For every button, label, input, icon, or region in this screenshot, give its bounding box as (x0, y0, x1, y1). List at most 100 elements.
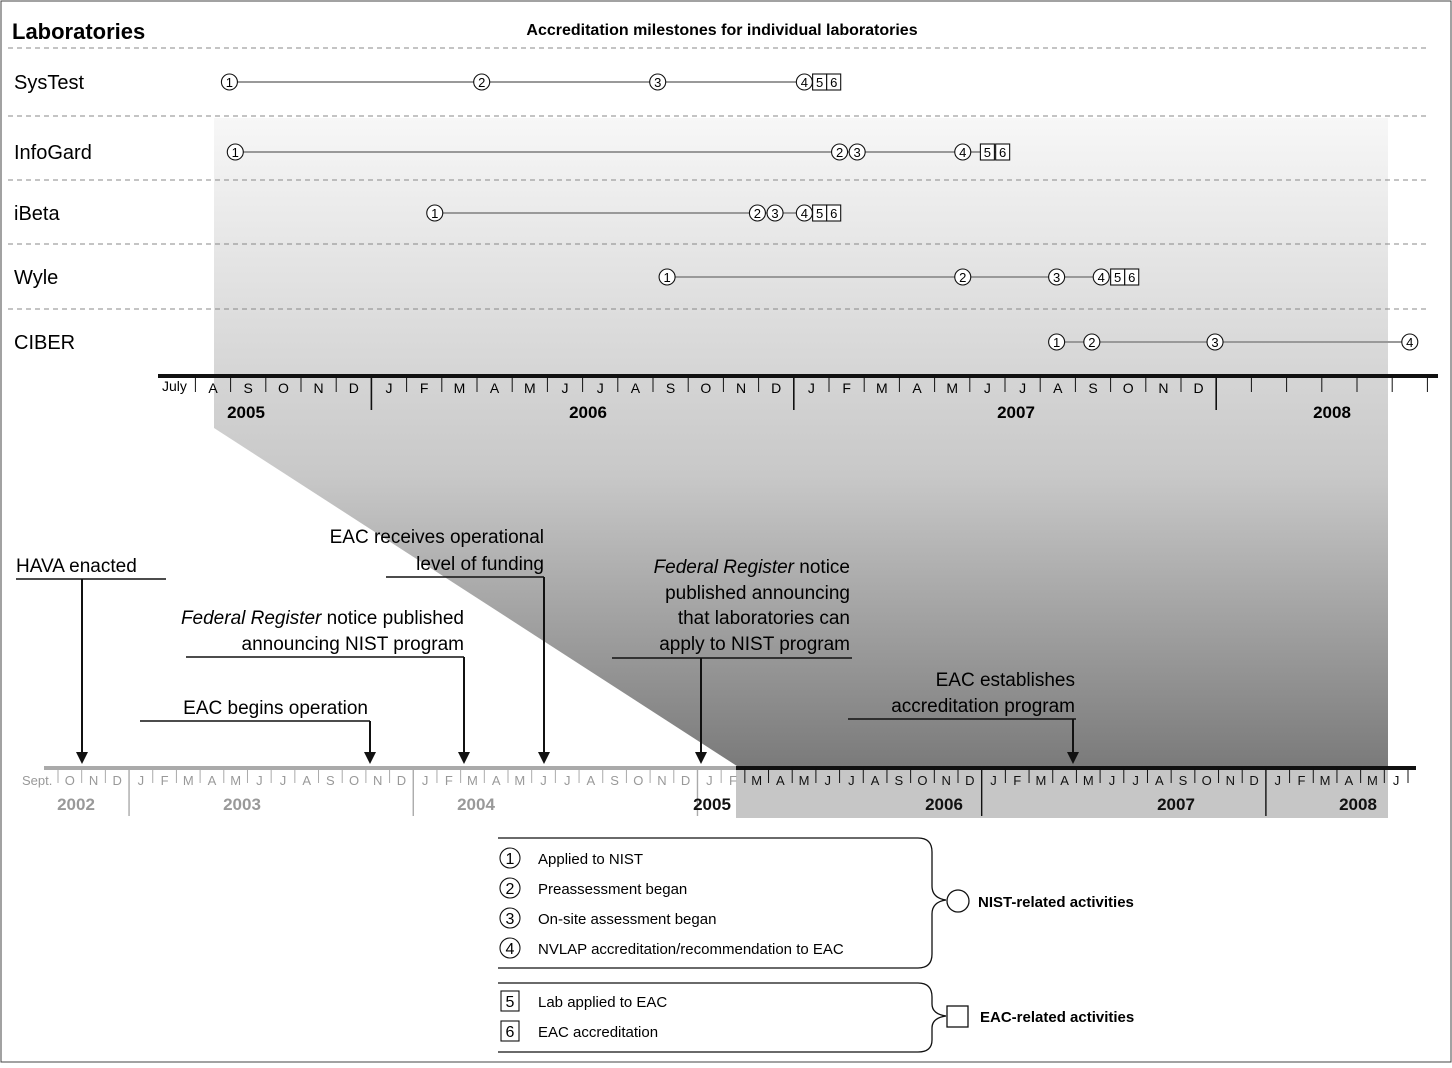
top-axis-month: J (808, 380, 815, 396)
legend-number: 2 (506, 881, 515, 898)
milestone-circle (1092, 268, 1110, 286)
milestone-circle (226, 143, 244, 161)
bottom-axis-month: J (564, 773, 571, 788)
bottom-axis-month: J (540, 773, 547, 788)
bottom-axis-month: A (1060, 773, 1069, 788)
top-axis-month: J (562, 380, 569, 396)
milestone-circle (954, 143, 972, 161)
milestone-number: 4 (801, 206, 808, 221)
bottom-axis-month: S (326, 773, 335, 788)
bottom-axis-start-label: Sept. (22, 773, 52, 788)
bottom-axis-month: F (445, 773, 453, 788)
bottom-axis-month: N (1226, 773, 1235, 788)
legend: NIST-related activities 1 Applied to NIST… (498, 837, 1134, 1053)
event-label: apply to NIST program (659, 634, 850, 655)
legend-number-square (500, 1020, 520, 1042)
bottom-axis-month: J (280, 773, 287, 788)
event-label: level of funding (416, 554, 544, 575)
event-federal-register-nist-program: Federal Register notice published announ… (181, 608, 470, 764)
bottom-axis-month: A (1344, 773, 1353, 788)
legend-number: 4 (506, 941, 515, 958)
chart-title: Accreditation milestones for individual … (526, 22, 917, 39)
milestone-number: 2 (754, 206, 761, 221)
milestone-number: 3 (654, 75, 661, 90)
top-axis-month: S (1088, 380, 1097, 396)
event-label: Federal Register notice published (181, 608, 464, 629)
legend-number: 5 (506, 994, 515, 1011)
milestone-circle (658, 268, 676, 286)
lab-name: Wyle (14, 267, 58, 289)
lab-row-ibeta: iBeta 1 2 3 4 5 6 (14, 203, 842, 225)
milestone-number: 5 (1114, 270, 1121, 285)
milestone-square (979, 143, 995, 161)
bottom-axis-month: M (183, 773, 194, 788)
bottom-axis-month: J (1109, 773, 1116, 788)
bottom-axis-month: S (894, 773, 903, 788)
legend-number: 6 (506, 1024, 515, 1041)
top-axis-month: S (666, 380, 675, 396)
bottom-axis-month: F (1013, 773, 1021, 788)
bottom-axis-month: D (681, 773, 690, 788)
nist-legend-item: 1 Applied to NIST (499, 847, 643, 869)
bottom-axis-month: J (1274, 773, 1281, 788)
milestone-number: 4 (1098, 270, 1105, 285)
bottom-axis-year: 2002 (57, 795, 95, 814)
bottom-axis-month: F (161, 773, 169, 788)
bottom-axis-month: F (1297, 773, 1305, 788)
top-axis-month: N (736, 380, 746, 396)
event-label: EAC establishes (936, 670, 1075, 691)
nist-activities-circle-icon (946, 889, 970, 913)
top-time-axis: July A S O N D J F M A M J J A S O N D J F M A M J J A S O N D 2005 200… (158, 374, 1438, 422)
lab-row-infogard: InfoGard 1 2 3 4 5 6 (14, 142, 1011, 164)
bottom-axis-month: D (113, 773, 122, 788)
milestone-number: 5 (984, 145, 991, 160)
bottom-axis-month: J (1393, 773, 1400, 788)
bottom-axis-year: 2008 (1339, 795, 1377, 814)
milestone-number: 6 (999, 145, 1006, 160)
bottom-axis-month: O (65, 773, 75, 788)
bottom-axis-month: M (467, 773, 478, 788)
bottom-axis-year: 2003 (223, 795, 261, 814)
legend-item-label: Lab applied to EAC (538, 994, 667, 1011)
top-axis-month: J (984, 380, 991, 396)
bottom-axis-month: M (1035, 773, 1046, 788)
bottom-axis-month: J (990, 773, 997, 788)
bottom-axis-year: 2006 (925, 795, 963, 814)
nist-legend-item: 4 NVLAP accreditation/recommendation to E… (499, 937, 844, 959)
bottom-axis-zoom-band (736, 768, 1388, 818)
bottom-axis-month: J (138, 773, 145, 788)
milestone-number: 2 (836, 145, 843, 160)
top-axis-year: 2005 (227, 403, 265, 422)
event-eac-establishes-program: EAC establishes accreditation program (848, 670, 1079, 764)
eac-legend-items: 5 Lab applied to EAC 6 EAC accreditation (500, 990, 667, 1042)
top-axis-month: J (386, 380, 393, 396)
top-axis-month: D (349, 380, 359, 396)
milestone-circle (954, 268, 972, 286)
milestone-number: 1 (431, 206, 438, 221)
eac-activities-label: EAC-related activities (980, 1009, 1134, 1026)
milestone-number: 3 (1211, 335, 1218, 350)
eac-legend-brace (498, 982, 947, 1053)
nist-legend-item: 3 On-site assessment began (499, 907, 716, 929)
bottom-axis-month: A (492, 773, 501, 788)
bottom-axis-month: F (729, 773, 737, 788)
top-axis-month: F (842, 380, 851, 396)
legend-item-label: NVLAP accreditation/recommendation to EA… (538, 941, 844, 958)
eac-legend-item: 5 Lab applied to EAC (500, 990, 667, 1012)
nist-legend-brace (498, 837, 947, 969)
bottom-axis-month: O (633, 773, 643, 788)
milestone-square (826, 204, 842, 222)
lab-row-systest: SysTest 1 2 3 4 5 6 (14, 72, 842, 94)
event-eac-receives-funding: EAC receives operational level of fundin… (330, 527, 550, 764)
milestone-number: 1 (663, 270, 670, 285)
event-federal-register-labs-apply: Federal Register notice published announ… (612, 557, 852, 764)
milestone-circle (1206, 333, 1224, 351)
milestone-number: 4 (959, 145, 966, 160)
bottom-axis-year: 2007 (1157, 795, 1195, 814)
top-axis-month: N (314, 380, 324, 396)
lab-row-wyle: Wyle 1 2 3 4 5 6 (14, 267, 1140, 289)
milestone-number: 2 (1088, 335, 1095, 350)
milestone-circle (831, 143, 849, 161)
milestone-circle (848, 143, 866, 161)
milestone-circle (748, 204, 766, 222)
